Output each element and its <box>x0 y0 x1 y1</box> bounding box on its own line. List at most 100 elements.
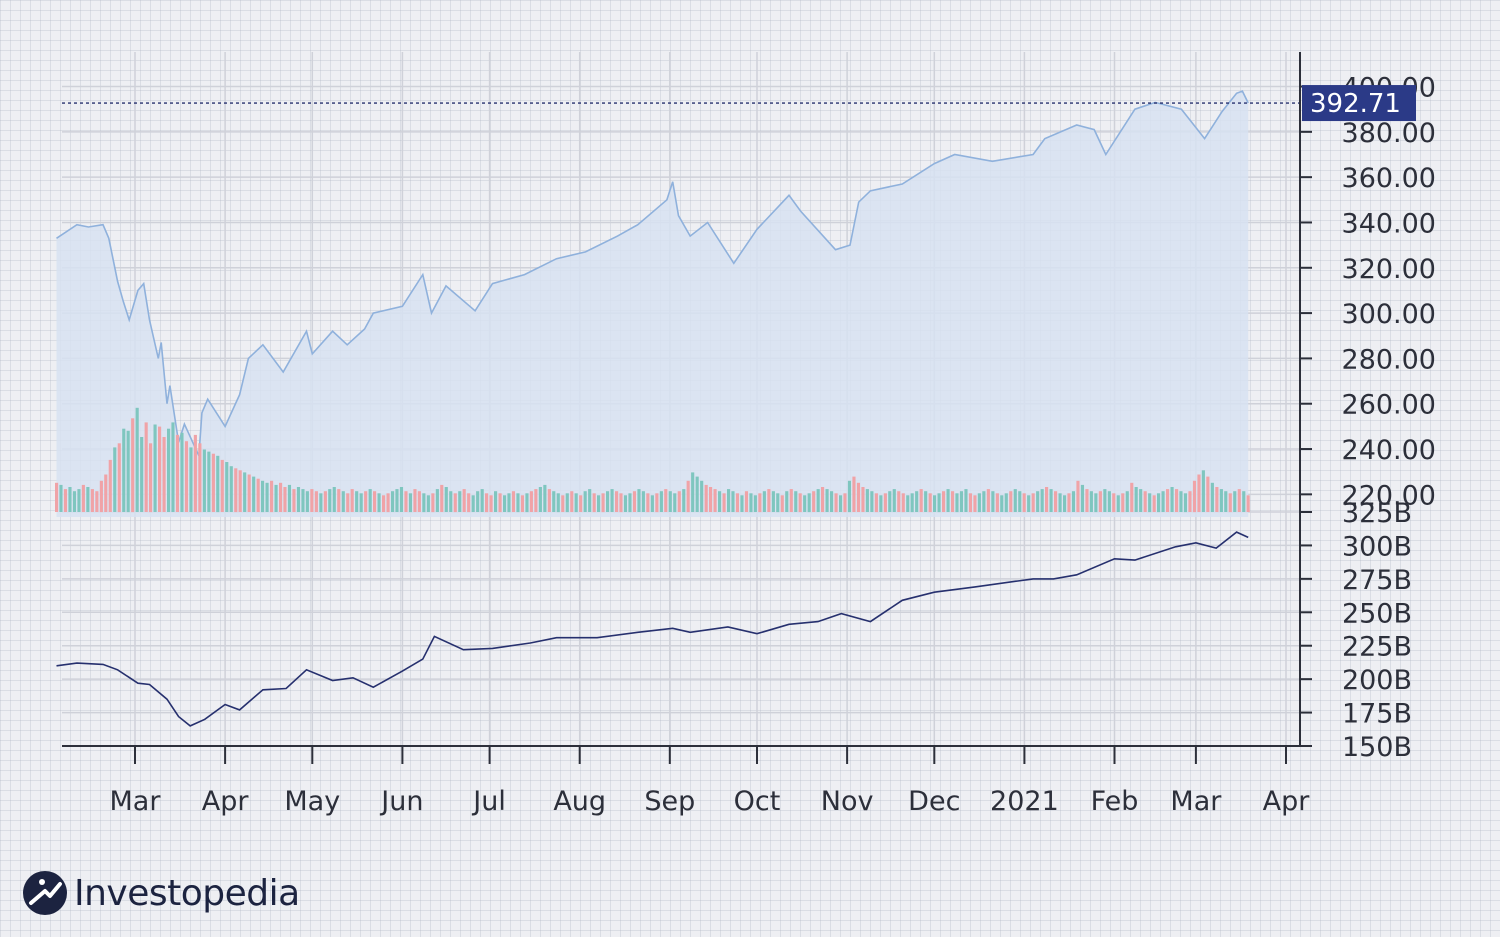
volume-bar <box>225 462 229 512</box>
volume-bar <box>713 489 717 512</box>
volume-bar <box>753 495 757 512</box>
volume-bar <box>252 476 256 512</box>
y-tick-label-market-cap: 250B <box>1342 598 1412 629</box>
volume-bar <box>1139 489 1143 512</box>
volume-bar <box>247 474 251 512</box>
volume-bar <box>892 489 896 512</box>
volume-bar <box>1219 489 1223 512</box>
volume-bar <box>556 493 560 513</box>
volume-bar <box>1192 480 1197 513</box>
volume-bar <box>735 493 740 513</box>
volume-bar <box>323 491 327 512</box>
volume-bar <box>606 491 610 512</box>
volume-bar <box>1013 489 1017 512</box>
volume-bar <box>364 491 368 512</box>
volume-bar <box>986 489 990 512</box>
y-tick-label-price: 240.00 <box>1342 435 1436 466</box>
volume-bar <box>843 493 847 513</box>
volume-bar <box>686 480 690 513</box>
volume-bar <box>171 422 175 512</box>
volume-bar <box>673 493 677 513</box>
volume-bar <box>744 491 749 512</box>
volume-bar <box>874 493 878 513</box>
volume-bar <box>431 493 435 513</box>
volume-bar <box>964 489 968 512</box>
volume-bar <box>646 493 650 513</box>
volume-bar <box>682 489 686 512</box>
volume-bar <box>995 493 999 513</box>
volume-bar <box>1112 493 1116 513</box>
volume-bar <box>637 489 641 512</box>
volume-bar <box>1049 489 1053 512</box>
volume-bar <box>740 495 744 512</box>
volume-bar <box>704 484 708 512</box>
brand-name: Investopedia <box>74 872 300 914</box>
volume-bar <box>1098 491 1102 512</box>
volume-bar <box>444 487 448 512</box>
volume-bar <box>158 426 162 512</box>
volume-bar <box>243 472 247 512</box>
volume-bar <box>731 491 735 512</box>
volume-bar <box>915 491 919 512</box>
volume-bar <box>968 493 973 513</box>
x-tick-label: Dec <box>908 786 960 817</box>
volume-bar <box>1054 491 1058 512</box>
x-tick-label: Sep <box>644 786 695 817</box>
volume-bar <box>90 489 94 512</box>
volume-bar <box>847 480 852 513</box>
volume-bar <box>1094 493 1098 513</box>
volume-bar <box>727 489 731 512</box>
volume-bar <box>453 493 457 513</box>
volume-bar <box>534 489 538 512</box>
volume-bar <box>561 495 565 512</box>
volume-bar <box>825 489 829 512</box>
volume-bar <box>1058 493 1062 513</box>
volume-bar <box>1166 489 1170 512</box>
y-tick-label-market-cap: 300B <box>1342 531 1412 562</box>
volume-bar <box>812 491 816 512</box>
volume-bar <box>117 443 121 513</box>
volume-bar <box>391 491 395 512</box>
volume-bar <box>310 489 314 512</box>
volume-bar <box>700 480 704 513</box>
volume-bar <box>1161 491 1165 512</box>
volume-bar <box>1197 474 1201 512</box>
volume-bar <box>1004 493 1008 513</box>
x-tick-label: May <box>284 786 340 817</box>
volume-bar <box>677 491 681 512</box>
volume-bar <box>834 493 838 513</box>
volume-bar <box>202 449 206 512</box>
volume-bar <box>767 489 771 512</box>
volume-bar <box>301 489 305 512</box>
volume-bar <box>283 487 287 512</box>
volume-bar <box>1121 493 1125 513</box>
last-price-label: 392.71 <box>1310 89 1401 119</box>
volume-bar <box>314 491 318 512</box>
volume-bar <box>650 495 654 512</box>
volume-bar <box>776 493 780 513</box>
volume-bar <box>274 484 278 512</box>
volume-bar <box>1215 487 1219 512</box>
volume-bar <box>238 470 242 512</box>
volume-bar <box>1071 491 1076 512</box>
volume-bar <box>198 443 202 513</box>
volume-bar <box>552 491 556 512</box>
volume-bar <box>1183 493 1188 513</box>
volume-bar <box>592 493 596 513</box>
volume-bar <box>332 487 336 512</box>
volume-bar <box>879 495 883 512</box>
volume-bar <box>279 482 283 512</box>
volume-bar <box>516 493 520 513</box>
volume-bar <box>135 407 139 512</box>
x-tick-label: Feb <box>1091 786 1139 817</box>
volume-bar <box>471 495 475 512</box>
volume-bar <box>538 487 542 512</box>
volume-bar <box>99 480 103 513</box>
volume-bar <box>449 491 453 512</box>
volume-bar <box>1027 495 1031 512</box>
volume-bar <box>256 478 260 512</box>
volume-bar <box>1040 489 1044 512</box>
last-price-tag-background <box>1302 85 1416 122</box>
volume-bar <box>924 491 928 512</box>
